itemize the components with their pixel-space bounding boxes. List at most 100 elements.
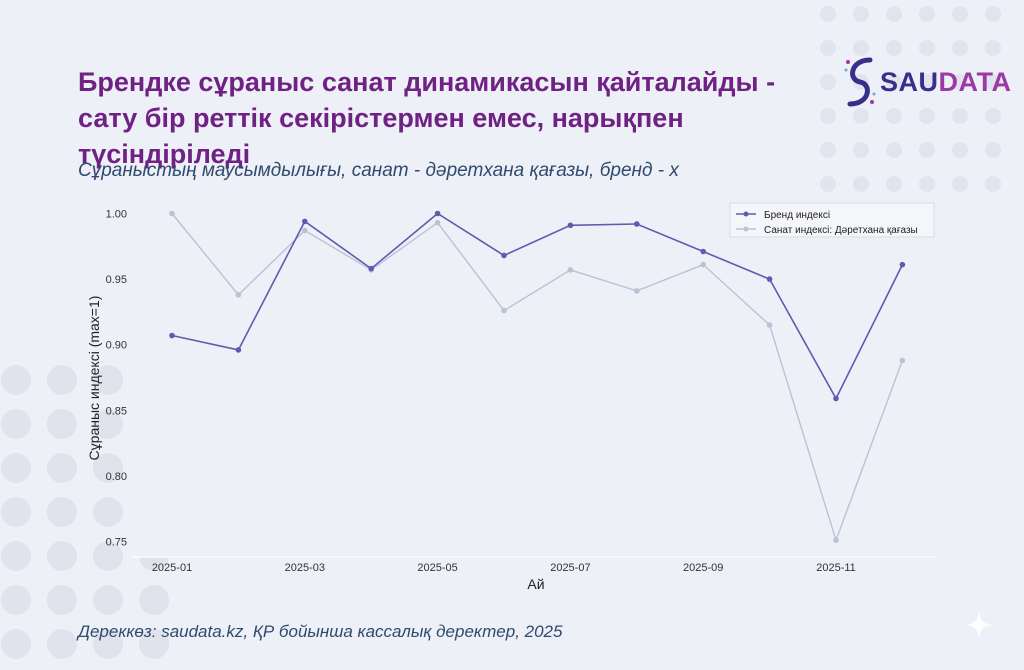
y-axis-label: Сұраныс индексі (max=1) [86,296,102,461]
bg-dot [886,6,902,22]
bg-dot [93,541,123,571]
bg-dot [1,585,31,615]
data-point-0 [302,218,308,225]
data-point-0 [169,332,175,339]
data-point-0 [434,210,441,217]
bg-dot [952,176,968,192]
sparkle-icon [964,610,994,640]
bg-dot [47,541,77,571]
bg-dot [952,142,968,158]
bg-dot [853,108,869,124]
bg-dot [985,74,1001,90]
y-tick-label: 0.95 [106,274,127,286]
bg-dot [1,497,31,527]
data-point-1 [567,267,574,273]
bg-dot [93,409,123,439]
y-tick-label: 1.00 [106,209,127,221]
bg-dot [952,6,968,22]
data-point-1 [634,288,640,294]
bg-dot [919,74,935,90]
data-point-0 [833,395,839,402]
data-point-0 [899,261,906,268]
bg-dot [985,142,1001,158]
bg-dot [985,176,1001,192]
data-point-1 [700,261,706,268]
bg-dot [93,365,123,395]
bg-dot [47,585,77,615]
data-point-1 [434,219,441,226]
bg-dot [1,541,31,571]
bg-dot [853,176,869,192]
bg-dot [47,409,77,439]
page-title: Брендке сұраныс санат динамикасын қайтал… [78,67,776,169]
data-point-1 [235,292,242,298]
bg-dot [919,142,935,158]
bg-dot [919,6,935,22]
bg-dot [886,74,902,90]
data-point-0 [700,248,706,255]
data-source-note: Дереккөз: saudata.kz, ҚР бойынша кассалы… [78,622,563,641]
series-line-0 [171,212,904,401]
bg-dot [47,629,77,659]
saudata-logo: SAUDATA [842,50,1011,114]
y-tick-label: 0.80 [106,471,127,483]
data-point-1 [899,357,906,364]
bg-dot [886,142,902,158]
data-point-1 [766,322,773,328]
legend-box [729,202,935,238]
bg-dot [1,453,31,483]
bg-dot [1,409,31,439]
data-point-1 [302,227,308,234]
bg-dot [985,108,1001,124]
y-tick-label: 0.85 [106,405,127,417]
x-axis-label: Ай [527,576,544,592]
data-point-0 [567,222,574,229]
legend-label: Санат индексі: Дәретхана қағазы [764,225,918,236]
bg-dot [952,108,968,124]
data-point-0 [235,347,242,353]
y-tick-label: 0.75 [106,537,127,549]
data-point-1 [169,210,175,217]
bg-dot [886,40,902,56]
data-point-0 [501,252,507,259]
bg-dot [853,40,869,56]
x-tick-label: 2025-01 [152,562,192,574]
x-tick-label: 2025-11 [816,562,856,574]
data-point-0 [766,276,773,282]
bg-dot [820,108,836,124]
bg-dot [985,6,1001,22]
bg-dot [47,497,77,527]
logo-mark-icon [844,57,876,107]
bg-dot [886,108,902,124]
bg-dot [820,176,836,192]
plot-area [132,200,935,557]
bg-dot [886,176,902,192]
bg-dot [952,74,968,90]
bg-dot [93,585,123,615]
bg-dot [47,453,77,483]
x-tick-label: 2025-07 [550,562,590,574]
bg-dot [93,453,123,483]
bg-dot [820,6,836,22]
bg-dot [853,142,869,158]
legend-marker [743,226,749,232]
bg-dot [820,142,836,158]
data-point-1 [501,307,507,314]
legend-marker [743,211,749,217]
bg-dot [820,74,836,90]
bg-dot [919,176,935,192]
page-subtitle: Сұраныстың маусымдылығы, санат - дәретха… [78,160,679,181]
x-tick-label: 2025-03 [285,562,325,574]
legend-label: Бренд индексі [764,210,830,221]
y-tick-label: 0.90 [106,340,127,352]
bg-dot [1,365,31,395]
bg-dot [93,497,123,527]
bg-dot [139,585,169,615]
data-point-0 [634,221,640,227]
data-point-0 [368,265,375,272]
bg-dot [93,629,123,659]
bg-dot [919,40,935,56]
bg-dot [1,629,31,659]
bg-dot [47,365,77,395]
bg-dot [853,6,869,22]
